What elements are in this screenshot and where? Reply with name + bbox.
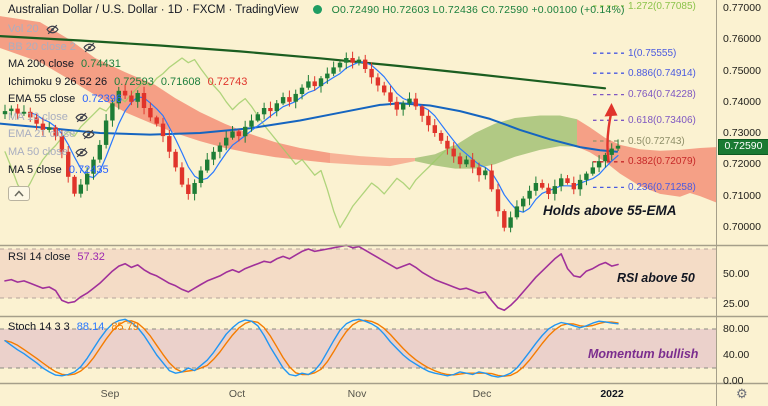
indicator-title: MA 50 close <box>8 146 68 158</box>
eye-off-icon[interactable] <box>75 147 88 158</box>
fib-level-label[interactable]: 0.236(0.71258) <box>628 181 696 193</box>
indicator-title: EMA 21 close <box>8 128 76 140</box>
stoch-legend-row[interactable]: Stoch 14 3 3 88.14 85.79 <box>8 321 139 333</box>
axis-tick: 0.00 <box>723 375 744 387</box>
collapse-pane-button[interactable] <box>8 186 30 201</box>
legend-row-ma-200-close[interactable]: MA 200 close 0.74431 <box>8 57 121 71</box>
indicator-title: BB 20 close 2 <box>8 41 76 53</box>
last-price-badge: 0.72590 <box>718 139 768 155</box>
text-drawing-rsi[interactable]: RSI above 50 <box>617 271 695 285</box>
legend-row-bb-20-close-2[interactable]: BB 20 close 2 <box>8 40 96 54</box>
axis-tick: 40.00 <box>723 349 750 361</box>
indicator-value: 0.72743 <box>207 76 248 88</box>
price-axis[interactable]: 0.77000 0.76000 0.75000 0.74000 0.73000 0.720… <box>716 0 768 406</box>
axis-tick: 0.76000 <box>723 33 761 46</box>
axis-tick: 0.71000 <box>723 189 761 202</box>
eye-off-icon[interactable] <box>45 24 59 35</box>
time-label-nov: Nov <box>347 388 367 400</box>
indicator-title: Vol 20 <box>8 23 39 35</box>
eye-off-icon[interactable] <box>82 129 95 140</box>
axis-tick: 80.00 <box>723 323 750 335</box>
chevron-up-icon <box>14 189 24 196</box>
ma5-line <box>29 61 619 213</box>
indicator-value: 0.72396 <box>82 93 123 105</box>
legend-row-ma-10-close[interactable]: MA 10 close <box>8 110 88 124</box>
indicator-title: Ichimoku 9 26 52 26 <box>8 76 108 88</box>
fib-level-label[interactable]: 0.886(0.74914) <box>628 67 696 79</box>
stoch-k-line <box>4 318 619 378</box>
axis-tick: 0.77000 <box>723 2 761 14</box>
fib-level-label[interactable]: 0.618(0.73406) <box>628 114 696 126</box>
text-drawing-stoch[interactable]: Momentum bullish <box>588 347 699 361</box>
gear-icon[interactable]: ⚙ <box>736 386 748 401</box>
symbol-header: Australian Dollar / U.S. Dollar · 1D · F… <box>8 4 625 16</box>
indicator-title: EMA 55 close <box>8 93 76 105</box>
fib-level-label[interactable]: 0.382(0.72079) <box>628 156 696 168</box>
indicator-title: MA 5 close <box>8 164 62 176</box>
eye-off-icon[interactable] <box>83 42 96 53</box>
symbol-title[interactable]: Australian Dollar / U.S. Dollar · 1D · F… <box>8 4 299 16</box>
stoch-k-value: 88.14 <box>76 321 105 333</box>
time-axis[interactable]: Sep Oct Nov Dec 2022 <box>0 384 716 406</box>
ohlc-readout: O0.72490 H0.72603 L0.72436 C0.72590 +0.0… <box>331 4 625 16</box>
legend-row-ma-50-close[interactable]: MA 50 close <box>8 145 88 159</box>
indicator-value: 0.72593 <box>114 76 154 88</box>
indicator-title: MA 10 close <box>8 111 68 123</box>
axis-tick: 0.75000 <box>723 64 761 77</box>
fib-level-label[interactable]: 0.764(0.74228) <box>628 89 696 101</box>
indicator-value: 0.74431 <box>81 58 121 70</box>
fib-level-label[interactable]: 1.272(0.77085) <box>628 1 696 12</box>
ma200-line <box>0 34 607 90</box>
rsi-label: RSI 14 close <box>8 251 71 263</box>
indicator-value: 0.71608 <box>160 76 201 88</box>
indicator-title: MA 200 close <box>8 58 75 70</box>
axis-tick: 0.74000 <box>723 95 761 108</box>
legend-row-ichimoku-9-26-52-26[interactable]: Ichimoku 9 26 52 26 0.72593 0.71608 0.72743 <box>8 75 247 89</box>
stoch-d-value: 85.79 <box>111 321 139 333</box>
axis-tick: 0.72000 <box>723 158 761 171</box>
text-drawing-main[interactable]: Holds above 55-EMA <box>543 203 677 218</box>
ema55-line <box>0 102 618 153</box>
fib-level-label[interactable]: 0.5(0.72743) <box>628 135 685 147</box>
indicator-value: 0.72435 <box>68 164 109 176</box>
axis-tick: 0.70000 <box>723 220 761 233</box>
legend-row-ma-5-close[interactable]: MA 5 close 0.72435 <box>8 163 109 177</box>
chikou-span-line <box>4 57 455 229</box>
market-status-dot[interactable] <box>312 5 322 14</box>
rsi-legend-row[interactable]: RSI 14 close 57.32 <box>8 251 105 263</box>
time-label-sep: Sep <box>100 388 120 400</box>
axis-tick: 50.00 <box>723 267 750 280</box>
stoch-d-line <box>4 319 619 377</box>
legend-row-vol-20[interactable]: Vol 20 <box>8 22 59 36</box>
time-label-dec: Dec <box>472 388 492 400</box>
legend-row-ema-21-close[interactable]: EMA 21 close <box>8 127 95 141</box>
time-label-oct: Oct <box>228 388 246 400</box>
arrow-drawing[interactable] <box>604 103 618 162</box>
axis-tick: 0.73000 <box>723 127 761 139</box>
time-label-2022: 2022 <box>600 388 624 400</box>
stoch-label: Stoch 14 3 3 <box>8 321 70 333</box>
eye-off-icon[interactable] <box>75 112 88 123</box>
legend-row-ema-55-close[interactable]: EMA 55 close 0.72396 <box>8 92 122 106</box>
rsi-line <box>4 244 619 312</box>
rsi-value: 57.32 <box>77 251 105 263</box>
fib-level-label[interactable]: 1(0.75555) <box>628 47 677 59</box>
axis-tick: 25.00 <box>723 298 750 311</box>
candles <box>2 51 621 233</box>
